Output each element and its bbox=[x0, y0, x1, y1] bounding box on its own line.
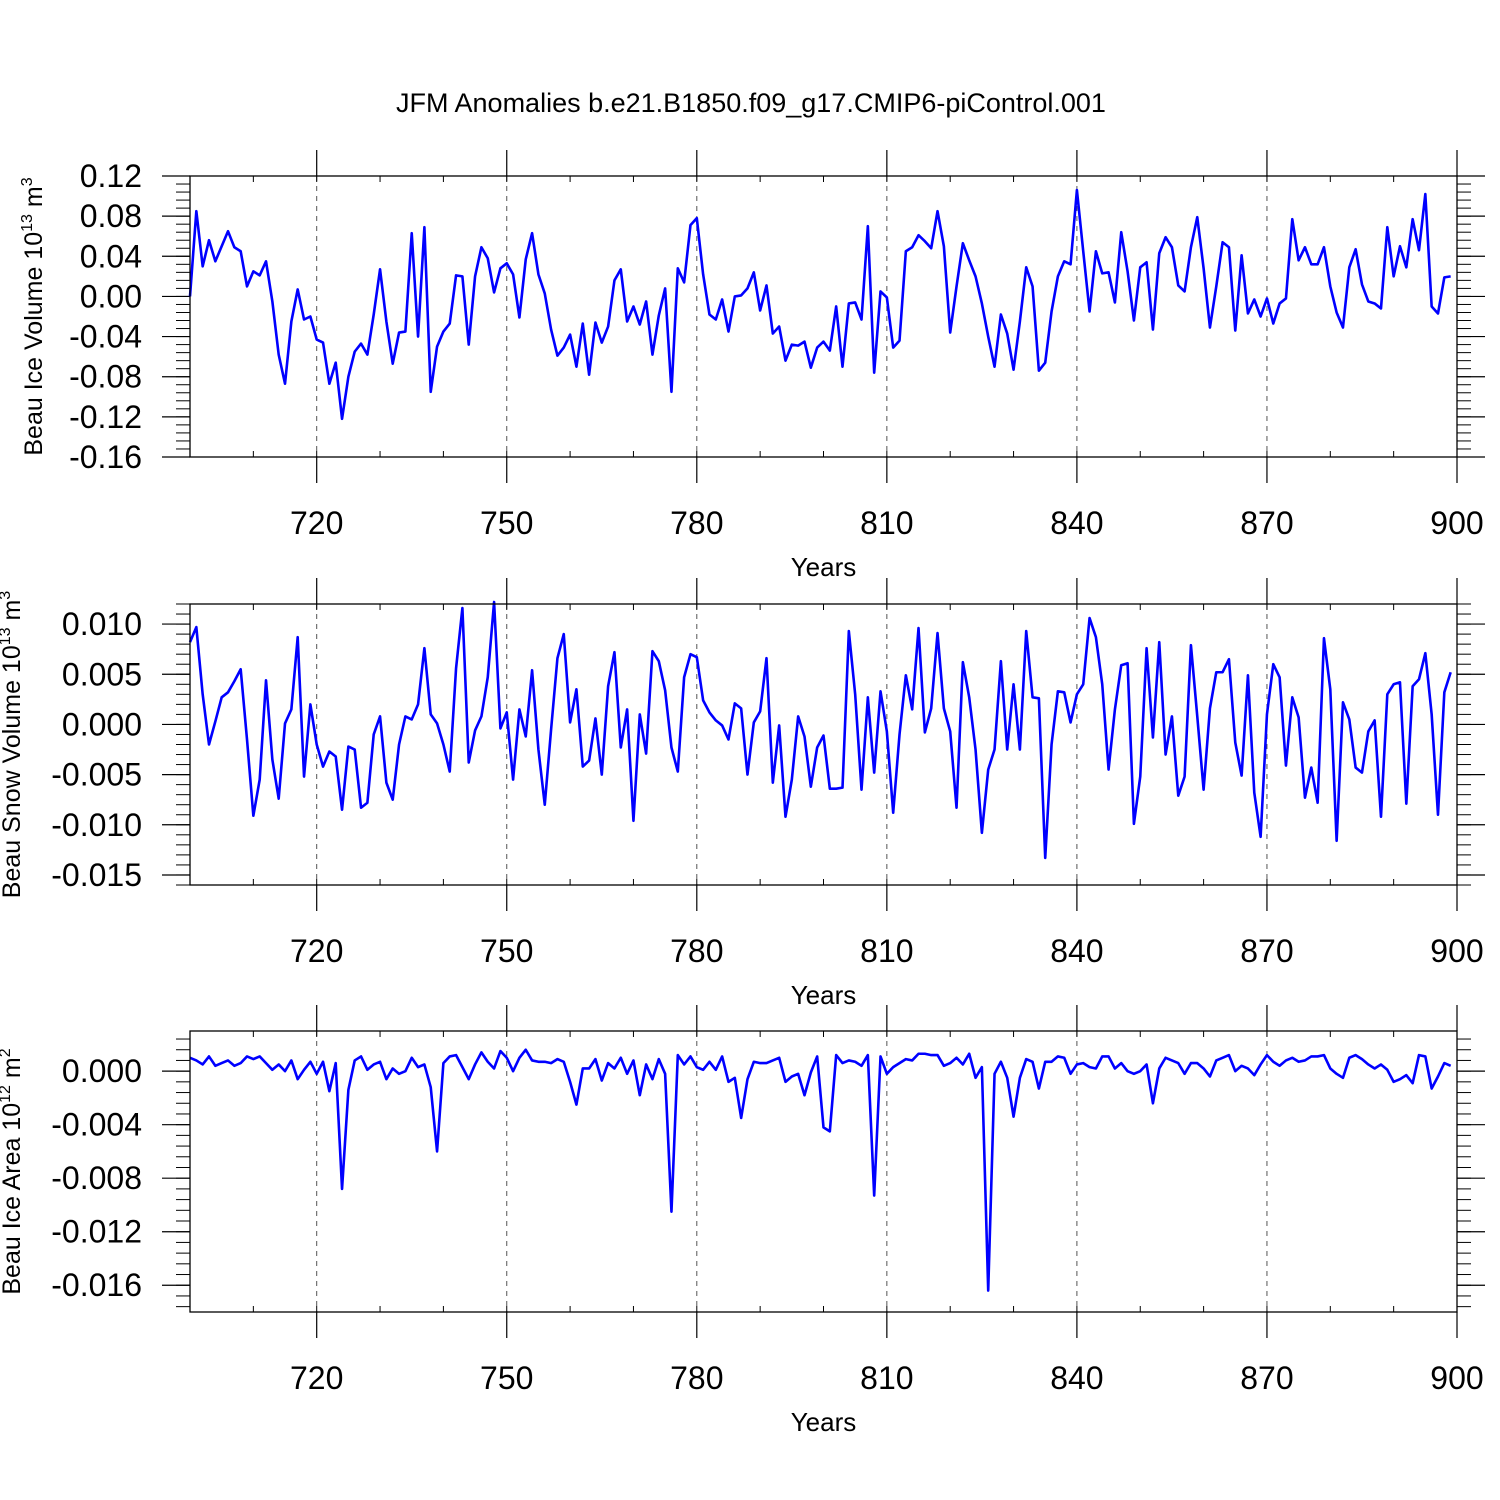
figure-title: JFM Anomalies b.e21.B1850.f09_g17.CMIP6-… bbox=[396, 88, 1106, 118]
y-tick-label: 0.000 bbox=[62, 1053, 142, 1089]
y-axis-label-superscript: 13 bbox=[0, 627, 14, 645]
x-tick-label: 750 bbox=[480, 505, 533, 541]
chart-panel-1: 720 750 780 810 840 870 900 0.12 0.08 0.04 0.00 -0.… bbox=[19, 150, 1485, 582]
y-tick-label: 0.00 bbox=[80, 278, 142, 314]
y-tick-label: -0.005 bbox=[51, 757, 142, 793]
y-axis-label-text: m bbox=[0, 600, 26, 628]
x-tick-label: 900 bbox=[1430, 505, 1483, 541]
x-tick-label: 750 bbox=[480, 1360, 533, 1396]
x-tick-label: 780 bbox=[670, 505, 723, 541]
x-tick-label: 900 bbox=[1430, 1360, 1483, 1396]
x-tick-label: 720 bbox=[290, 1360, 343, 1396]
x-tick-label: 810 bbox=[860, 505, 913, 541]
y-axis-label: Beau Snow Volume 1013 m3 bbox=[0, 591, 26, 899]
y-tick-label: -0.16 bbox=[69, 439, 142, 475]
x-tick-label: 840 bbox=[1050, 1360, 1103, 1396]
x-tick-label: 840 bbox=[1050, 933, 1103, 969]
y-tick-label: -0.016 bbox=[51, 1267, 142, 1303]
y-tick-label: -0.010 bbox=[51, 807, 142, 843]
y-axis-label-text: Beau Ice Area 10 bbox=[0, 1103, 26, 1295]
y-axis-label-text: m bbox=[20, 186, 48, 214]
y-tick-label: 0.000 bbox=[62, 706, 142, 742]
x-tick-label: 840 bbox=[1050, 505, 1103, 541]
x-tick-label: 810 bbox=[860, 1360, 913, 1396]
y-tick-label: -0.004 bbox=[51, 1107, 142, 1143]
data-series-line bbox=[189, 1048, 1452, 1292]
x-axis-label: Years bbox=[791, 552, 857, 582]
data-series-line bbox=[188, 188, 1451, 421]
x-tick-label: 870 bbox=[1240, 933, 1293, 969]
y-tick-label: 0.010 bbox=[62, 606, 142, 642]
x-axis-label: Years bbox=[791, 980, 857, 1010]
y-axis-label-superscript: 2 bbox=[0, 1048, 14, 1057]
x-tick-label: 810 bbox=[860, 933, 913, 969]
y-axis-label-superscript: 12 bbox=[0, 1085, 14, 1103]
x-tick-label: 780 bbox=[670, 933, 723, 969]
x-tick-label: 870 bbox=[1240, 505, 1293, 541]
y-tick-label: -0.008 bbox=[51, 1160, 142, 1196]
x-tick-label: 720 bbox=[290, 505, 343, 541]
y-axis-label-text: Beau Snow Volume 10 bbox=[0, 645, 26, 898]
x-axis-label: Years bbox=[791, 1407, 857, 1437]
y-axis-label: Beau Ice Area 1012 m2 bbox=[0, 1048, 26, 1294]
y-tick-label: -0.012 bbox=[51, 1214, 142, 1250]
y-axis-label-superscript: 3 bbox=[0, 591, 14, 600]
y-tick-label: 0.08 bbox=[80, 198, 142, 234]
y-tick-label: 0.12 bbox=[80, 158, 142, 194]
x-tick-label: 900 bbox=[1430, 933, 1483, 969]
y-tick-label: 0.005 bbox=[62, 656, 142, 692]
plot-frame bbox=[189, 603, 1458, 886]
chart-panel-2: 720 750 780 810 840 870 900 0.010 0.005 0.000 -0.0… bbox=[0, 578, 1485, 1010]
y-axis-label-text: m bbox=[0, 1057, 26, 1085]
x-tick-label: 750 bbox=[480, 933, 533, 969]
y-tick-label: -0.04 bbox=[69, 319, 142, 355]
y-tick-label: -0.015 bbox=[51, 857, 142, 893]
x-tick-label: 780 bbox=[670, 1360, 723, 1396]
chart-panel-3: 720 750 780 810 840 870 900 0.000 -0.004 -0.008 -0… bbox=[0, 1005, 1485, 1437]
plot-frame bbox=[189, 1030, 1458, 1313]
y-tick-label: -0.08 bbox=[69, 359, 142, 395]
data-series-line bbox=[188, 600, 1452, 860]
y-axis-label-superscript: 13 bbox=[19, 214, 36, 232]
plot-frame bbox=[189, 175, 1458, 458]
y-axis-label-superscript: 3 bbox=[19, 177, 36, 186]
y-tick-label: -0.12 bbox=[69, 399, 142, 435]
y-tick-label: 0.04 bbox=[80, 238, 142, 274]
y-axis-label-text: Beau Ice Volume 10 bbox=[20, 232, 48, 456]
y-axis-label: Beau Ice Volume 1013 m3 bbox=[19, 177, 48, 455]
x-tick-label: 870 bbox=[1240, 1360, 1293, 1396]
x-tick-label: 720 bbox=[290, 933, 343, 969]
